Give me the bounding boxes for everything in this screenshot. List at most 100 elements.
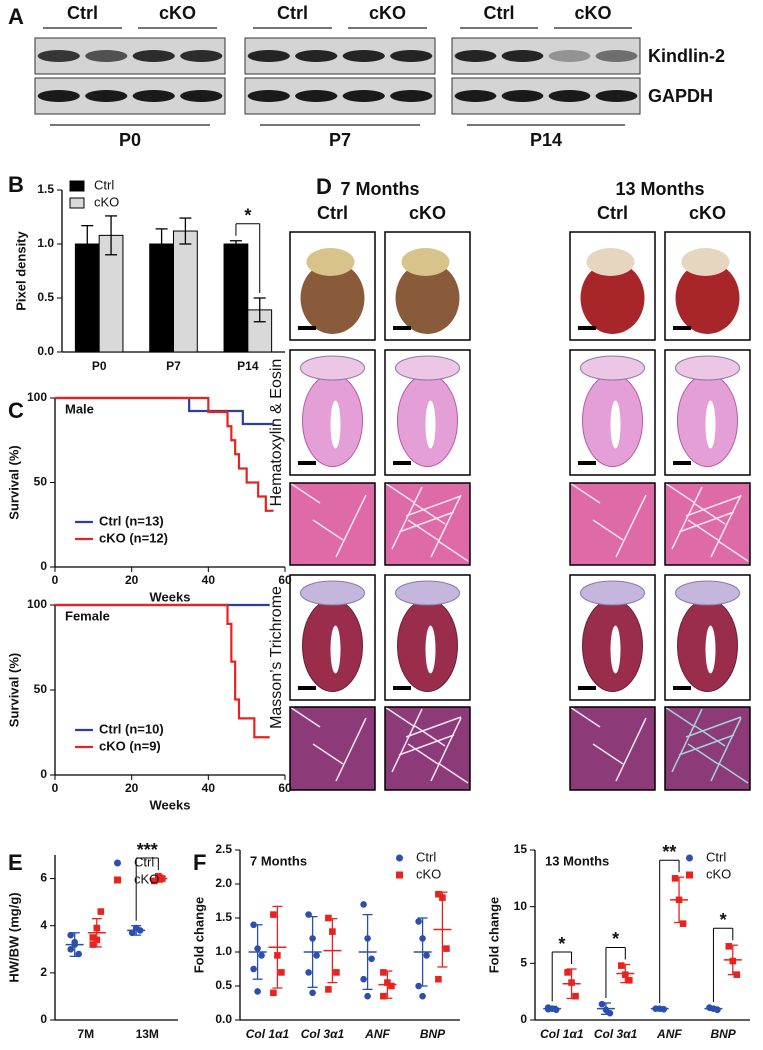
y-tick-label: 0 (40, 767, 47, 781)
blot-band (132, 90, 175, 102)
micro-streak (615, 717, 647, 782)
section-top (675, 355, 740, 381)
point (278, 969, 285, 976)
image-frame (664, 349, 751, 476)
legend-label: Ctrl (94, 177, 114, 192)
condition-label: cKO (159, 3, 196, 23)
micro-streak (678, 734, 735, 756)
heart (395, 262, 460, 334)
point (606, 1009, 614, 1017)
y-axis-label: Pixel density (13, 230, 28, 310)
micro-streak (717, 540, 749, 562)
significance: * (558, 934, 565, 954)
micro-streak (664, 706, 696, 728)
micro-streak (391, 486, 423, 550)
panel-label: B (8, 172, 24, 197)
legend-label: Ctrl (134, 854, 154, 869)
section-top (675, 580, 740, 606)
point (618, 962, 625, 969)
micro-streak (671, 486, 703, 550)
point (270, 989, 277, 997)
micrograph (290, 483, 375, 565)
blot-band (454, 90, 497, 102)
section-top (580, 355, 645, 381)
point (305, 969, 312, 976)
scale-bar (298, 326, 316, 330)
image-frame (664, 706, 751, 791)
point (380, 969, 387, 976)
point (435, 890, 442, 898)
blot-band (390, 50, 433, 62)
y-tick-label: 0.0 (215, 1012, 232, 1026)
point (443, 945, 450, 952)
section-top (580, 580, 645, 606)
condition-label: cKO (409, 203, 446, 223)
micrograph (665, 707, 750, 790)
significance: ** (662, 842, 676, 862)
x-axis-label: Weeks (150, 797, 191, 812)
micro-streak (312, 743, 344, 765)
scale-bar (673, 326, 691, 330)
image-frame (289, 574, 376, 701)
x-tick-label: Col 3α1 (301, 1027, 345, 1041)
y-axis-label: Fold change (191, 897, 206, 974)
group-label: P0 (119, 130, 141, 150)
section-lumen (610, 625, 621, 674)
y-tick-label: 1.5 (37, 182, 54, 196)
y-tick-label: 0.0 (37, 344, 54, 358)
micro-streak (710, 717, 742, 782)
scale-bar (673, 461, 691, 465)
scale-bar (393, 686, 411, 690)
section-lumen (330, 625, 341, 674)
blot-band (295, 90, 338, 102)
y-tick-label: 100 (27, 597, 47, 611)
x-tick-label: 13M (136, 1027, 159, 1041)
point (325, 986, 332, 993)
y-tick-label: 1.0 (37, 236, 54, 250)
heart (580, 262, 645, 334)
condition-label: cKO (574, 3, 611, 23)
legend-swatch (396, 871, 403, 879)
micro-streak (398, 511, 455, 533)
point (368, 955, 375, 963)
legend-swatch (114, 859, 121, 867)
point (380, 992, 387, 1000)
point (313, 952, 320, 959)
image-frame (289, 231, 376, 341)
blot-band (548, 50, 591, 62)
point (679, 920, 687, 927)
section-top (300, 580, 365, 606)
micro-streak (671, 708, 703, 773)
point (360, 975, 367, 983)
section-top (395, 355, 460, 381)
micro-streak (664, 482, 696, 504)
blot-band (548, 90, 591, 102)
image-frame (569, 349, 656, 476)
timepoint-label: 7 Months (341, 179, 420, 199)
x-tick-label: 40 (202, 573, 216, 587)
image-frame (289, 349, 376, 476)
micro-streak (437, 762, 469, 784)
point (388, 982, 395, 990)
micro-streak (685, 495, 742, 517)
micro-streak (710, 494, 742, 558)
point (564, 969, 571, 976)
heart-atria (306, 248, 355, 276)
bar (173, 230, 198, 353)
y-tick-label: 2.5 (215, 842, 232, 856)
micro-streak (414, 725, 446, 747)
condition-label: Ctrl (484, 3, 515, 23)
image-frame (289, 482, 376, 566)
point (671, 875, 679, 882)
micro-streak (405, 495, 462, 517)
legend-label: cKO (n=12) (99, 530, 168, 545)
section-lumen (330, 400, 341, 449)
image-frame (569, 574, 656, 701)
y-tick-label: 50 (34, 475, 48, 489)
image-frame (569, 706, 656, 791)
blot-band (454, 50, 497, 62)
point (598, 1000, 606, 1008)
panel-label: D (316, 174, 332, 199)
x-tick-label: Col 3α1 (594, 1027, 638, 1041)
